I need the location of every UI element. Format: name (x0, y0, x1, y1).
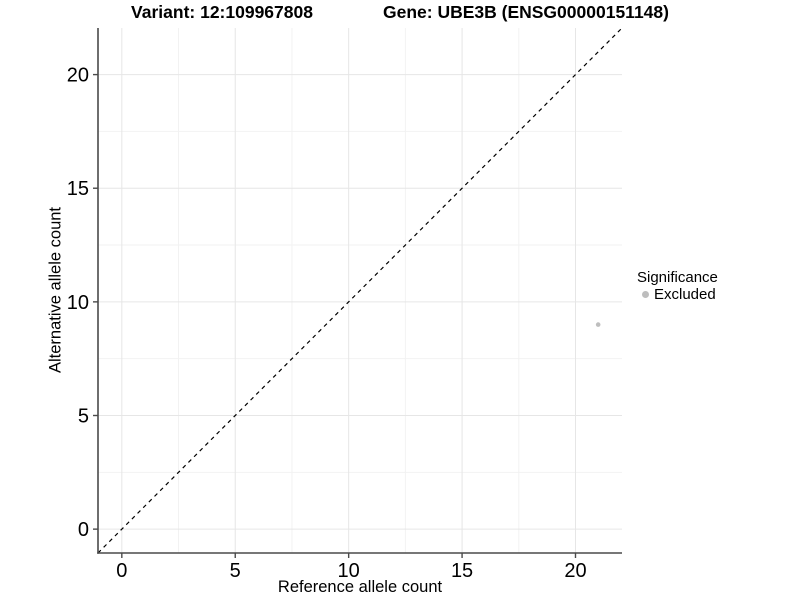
plot-title-gene: Gene: UBE3B (ENSG00000151148) (382, 2, 669, 22)
x-tick-label: 15 (451, 560, 473, 582)
x-tick-label: 5 (230, 560, 241, 582)
y-tick-label: 0 (78, 519, 89, 541)
y-tick-label: 10 (67, 292, 89, 314)
legend: Significance Excluded (637, 269, 718, 303)
identity-line (97, 27, 623, 554)
x-axis-title: Reference allele count (277, 578, 443, 596)
x-tick-label: 10 (338, 560, 360, 582)
legend-point-icon (642, 291, 649, 298)
plot-title: Variant: 12:109967808 Gene: UBE3B (ENSG0… (0, 2, 800, 23)
x-tick-label: 20 (564, 560, 586, 582)
y-tick-label: 5 (78, 406, 89, 428)
plot-title-variant: Variant: 12:109967808 (131, 2, 313, 22)
y-tick-label: 15 (67, 178, 89, 200)
legend-item-label: Excluded (654, 286, 716, 303)
legend-title: Significance (637, 269, 718, 286)
legend-item-excluded: Excluded (637, 286, 718, 303)
y-tick-label: 20 (67, 65, 89, 87)
y-axis-title: Alternative allele count (46, 206, 65, 374)
x-tick-label: 0 (116, 560, 127, 582)
data-point (595, 322, 601, 327)
